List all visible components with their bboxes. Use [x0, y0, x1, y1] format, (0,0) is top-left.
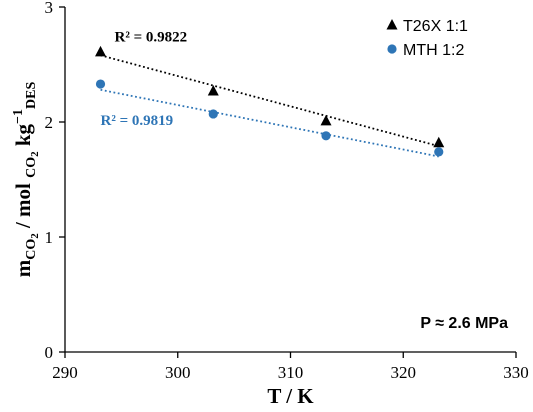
legend-triangle-icon [386, 19, 398, 30]
y-tick-label: 1 [45, 228, 54, 247]
y-axis-title: mCO2 / mol CO2 kg−1DES [11, 81, 41, 277]
pressure-annotation: P ≈ 2.6 MPa [420, 315, 508, 332]
x-tick-label: 330 [503, 363, 529, 382]
y-title-end: kg [11, 123, 35, 151]
x-tick-label: 320 [391, 363, 417, 382]
trendline-t26x [100, 54, 439, 148]
r2-label-mth: R² = 0.9819 [101, 113, 174, 129]
y-ticks: 0 1 2 3 [45, 0, 65, 362]
circle-marker [434, 147, 444, 157]
y-title-mid-sub2: 2 [29, 151, 41, 157]
legend-label: T26X 1:1 [403, 18, 468, 35]
triangle-marker [320, 114, 332, 126]
y-tick-label: 0 [45, 343, 54, 362]
y-title-end-sup: −1 [11, 109, 26, 124]
legend: T26X 1:1 MTH 1:2 [386, 18, 468, 59]
trendline-mth [100, 88, 439, 158]
x-ticks: 290 300 310 320 330 [52, 352, 529, 382]
markers [95, 45, 445, 157]
y-title-mid-sub: CO [24, 157, 39, 178]
y-title-base: m [11, 259, 35, 277]
y-title-end-sub: DES [24, 81, 39, 108]
circle-marker [321, 131, 331, 141]
legend-label: MTH 1:2 [403, 42, 464, 59]
y-tick-label: 3 [45, 0, 54, 17]
circle-marker [95, 79, 106, 89]
x-tick-label: 290 [52, 363, 78, 382]
triangle-marker [207, 84, 219, 96]
triangle-marker [433, 136, 445, 148]
y-tick-label: 2 [45, 113, 54, 132]
x-tick-label: 300 [165, 363, 191, 382]
legend-circle-icon [387, 44, 397, 54]
r2-labels: R² = 0.9822 R² = 0.9819 [101, 29, 188, 129]
r2-label-t26x: R² = 0.9822 [115, 29, 188, 45]
y-title-base-sub2: 2 [29, 233, 41, 239]
y-title-base-sub: CO [24, 239, 39, 260]
circle-marker [208, 109, 218, 119]
x-tick-label: 310 [278, 363, 304, 382]
triangle-marker [95, 45, 107, 57]
trendlines [100, 54, 439, 158]
y-title-mid: / mol [11, 178, 35, 233]
x-axis-title: T / K [267, 384, 314, 408]
